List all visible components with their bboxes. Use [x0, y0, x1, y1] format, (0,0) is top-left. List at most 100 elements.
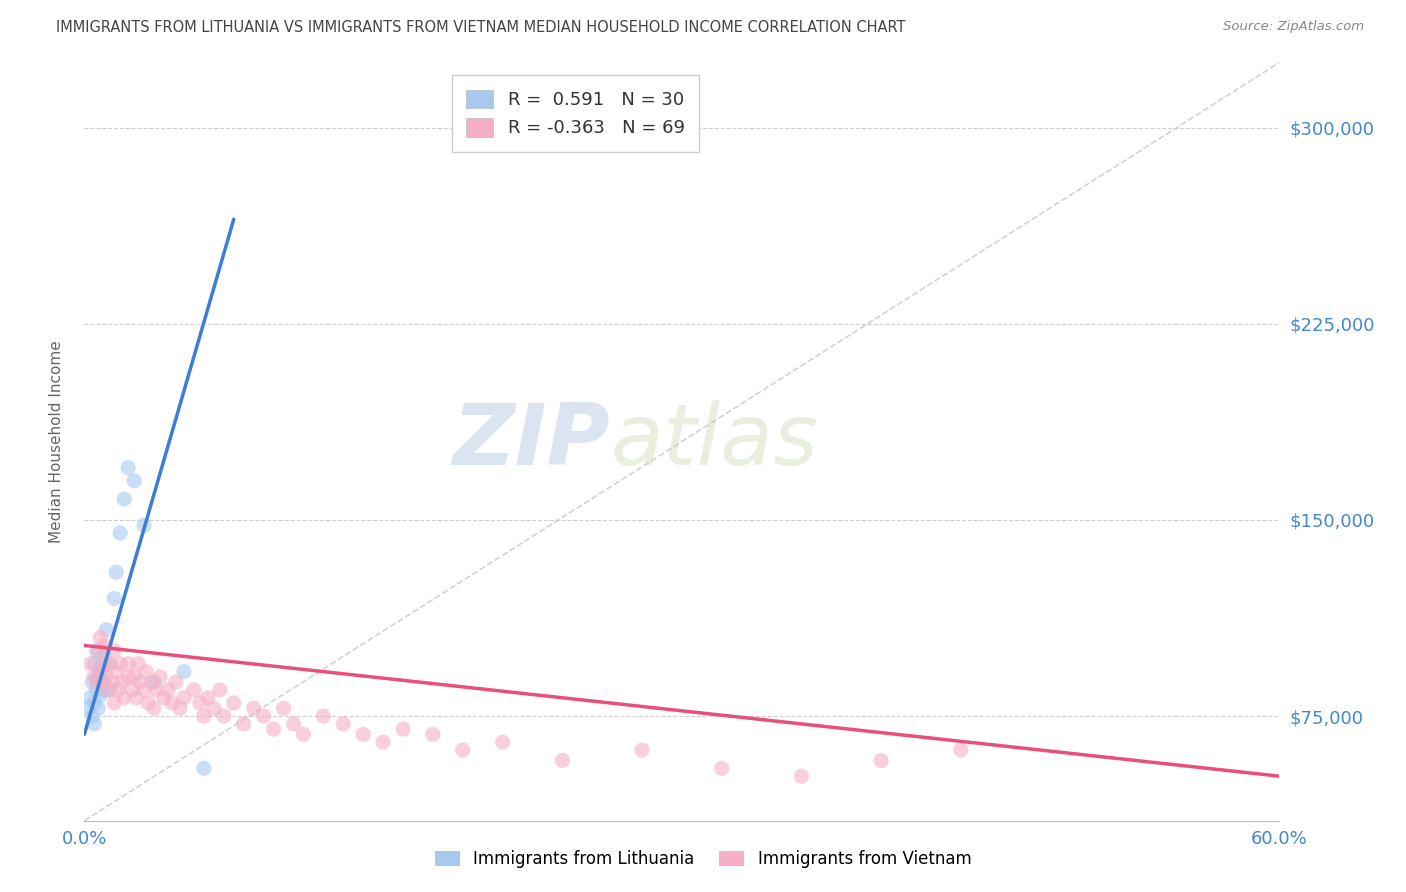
- Point: [263, 722, 285, 736]
- Point: [97, 657, 120, 671]
- Point: [193, 709, 215, 723]
- Text: IMMIGRANTS FROM LITHUANIA VS IMMIGRANTS FROM VIETNAM MEDIAN HOUSEHOLD INCOME COR: IMMIGRANTS FROM LITHUANIA VS IMMIGRANTS …: [56, 20, 905, 35]
- Point: [451, 743, 474, 757]
- Point: [110, 526, 132, 541]
- Point: [79, 657, 101, 671]
- Point: [208, 682, 231, 697]
- Point: [710, 761, 733, 775]
- Point: [129, 675, 152, 690]
- Text: Source: ZipAtlas.com: Source: ZipAtlas.com: [1223, 20, 1364, 33]
- Point: [96, 670, 118, 684]
- Point: [83, 657, 105, 671]
- Point: [173, 690, 195, 705]
- Y-axis label: Median Household Income: Median Household Income: [49, 340, 63, 543]
- Point: [98, 657, 121, 671]
- Point: [193, 761, 215, 775]
- Point: [96, 623, 118, 637]
- Point: [136, 696, 159, 710]
- Point: [149, 670, 172, 684]
- Point: [86, 643, 108, 657]
- Point: [160, 696, 183, 710]
- Point: [86, 682, 108, 697]
- Point: [631, 743, 654, 757]
- Point: [91, 675, 114, 690]
- Point: [77, 701, 100, 715]
- Point: [352, 727, 374, 741]
- Point: [117, 657, 139, 671]
- Point: [117, 460, 139, 475]
- Point: [332, 717, 354, 731]
- Point: [242, 701, 264, 715]
- Point: [103, 643, 125, 657]
- Point: [132, 682, 156, 697]
- Point: [91, 675, 114, 690]
- Point: [86, 675, 108, 690]
- Point: [253, 709, 276, 723]
- Point: [373, 735, 395, 749]
- Point: [111, 675, 134, 690]
- Point: [122, 670, 145, 684]
- Point: [82, 675, 104, 690]
- Point: [122, 474, 145, 488]
- Point: [87, 701, 110, 715]
- Point: [82, 709, 104, 723]
- Point: [143, 701, 166, 715]
- Point: [83, 717, 105, 731]
- Point: [173, 665, 195, 679]
- Point: [93, 639, 115, 653]
- Point: [949, 743, 972, 757]
- Point: [183, 682, 205, 697]
- Point: [117, 670, 139, 684]
- Point: [101, 675, 124, 690]
- Point: [89, 688, 111, 702]
- Point: [870, 754, 893, 768]
- Point: [125, 690, 148, 705]
- Point: [91, 657, 114, 671]
- Point: [79, 690, 101, 705]
- Point: [97, 682, 120, 697]
- Point: [551, 754, 574, 768]
- Point: [121, 682, 143, 697]
- Point: [105, 566, 128, 580]
- Point: [188, 696, 211, 710]
- Point: [283, 717, 305, 731]
- Point: [83, 696, 105, 710]
- Point: [212, 709, 235, 723]
- Legend: Immigrants from Lithuania, Immigrants from Vietnam: Immigrants from Lithuania, Immigrants fr…: [427, 844, 979, 875]
- Point: [145, 682, 167, 697]
- Point: [105, 665, 128, 679]
- Point: [312, 709, 335, 723]
- Point: [141, 675, 163, 690]
- Point: [83, 670, 105, 684]
- Point: [87, 643, 110, 657]
- Point: [112, 491, 135, 506]
- Point: [89, 631, 111, 645]
- Point: [273, 701, 295, 715]
- Point: [197, 690, 219, 705]
- Point: [93, 682, 115, 697]
- Point: [132, 518, 156, 533]
- Point: [232, 717, 254, 731]
- Point: [292, 727, 315, 741]
- Point: [135, 665, 157, 679]
- Point: [98, 682, 121, 697]
- Point: [790, 769, 813, 783]
- Point: [127, 657, 149, 671]
- Point: [112, 690, 135, 705]
- Text: ZIP: ZIP: [453, 400, 610, 483]
- Point: [157, 682, 180, 697]
- Point: [222, 696, 245, 710]
- Point: [492, 735, 515, 749]
- Legend: R =  0.591   N = 30, R = -0.363   N = 69: R = 0.591 N = 30, R = -0.363 N = 69: [451, 75, 699, 152]
- Point: [169, 701, 191, 715]
- Point: [143, 675, 166, 690]
- Point: [202, 701, 225, 715]
- Point: [87, 670, 110, 684]
- Point: [103, 591, 125, 606]
- Point: [110, 657, 132, 671]
- Point: [89, 665, 111, 679]
- Point: [89, 665, 111, 679]
- Point: [165, 675, 187, 690]
- Text: atlas: atlas: [610, 400, 818, 483]
- Point: [103, 696, 125, 710]
